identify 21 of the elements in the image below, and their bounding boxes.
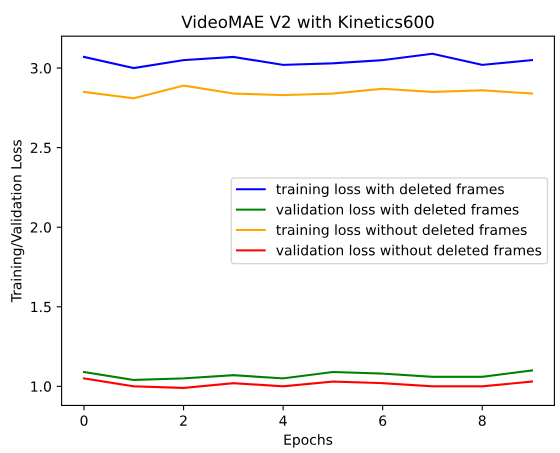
- y-tick-label: 3.0: [30, 63, 51, 74]
- x-tick-label: 8: [478, 415, 486, 426]
- x-tick-label: 2: [180, 415, 187, 426]
- y-tick-label: 1.0: [31, 381, 51, 392]
- line-series: [82, 369, 534, 382]
- x-tick-label: 0: [80, 415, 88, 426]
- x-tick-label: 4: [279, 416, 287, 426]
- legend-label: training loss with deleted frames: [276, 184, 504, 197]
- line-series: [82, 84, 534, 100]
- legend-label: validation loss with deleted frames: [276, 204, 518, 215]
- line-series: [82, 52, 534, 70]
- legend-label: validation loss without deleted frames: [276, 244, 542, 256]
- x-tick-label: 6: [379, 415, 386, 426]
- line-series: [82, 377, 534, 389]
- x-axis-title: Epochs: [284, 434, 332, 448]
- y-tick-label: 1.5: [31, 302, 51, 312]
- y-tick-label: 2.5: [30, 142, 51, 154]
- legend-label: training loss without deleted frames: [276, 224, 527, 238]
- chart-title: VideoMAE V2 with Kinetics600: [181, 15, 434, 28]
- y-axis-title: Training/Validation Loss: [10, 140, 24, 302]
- y-tick-label: 2.0: [30, 222, 51, 233]
